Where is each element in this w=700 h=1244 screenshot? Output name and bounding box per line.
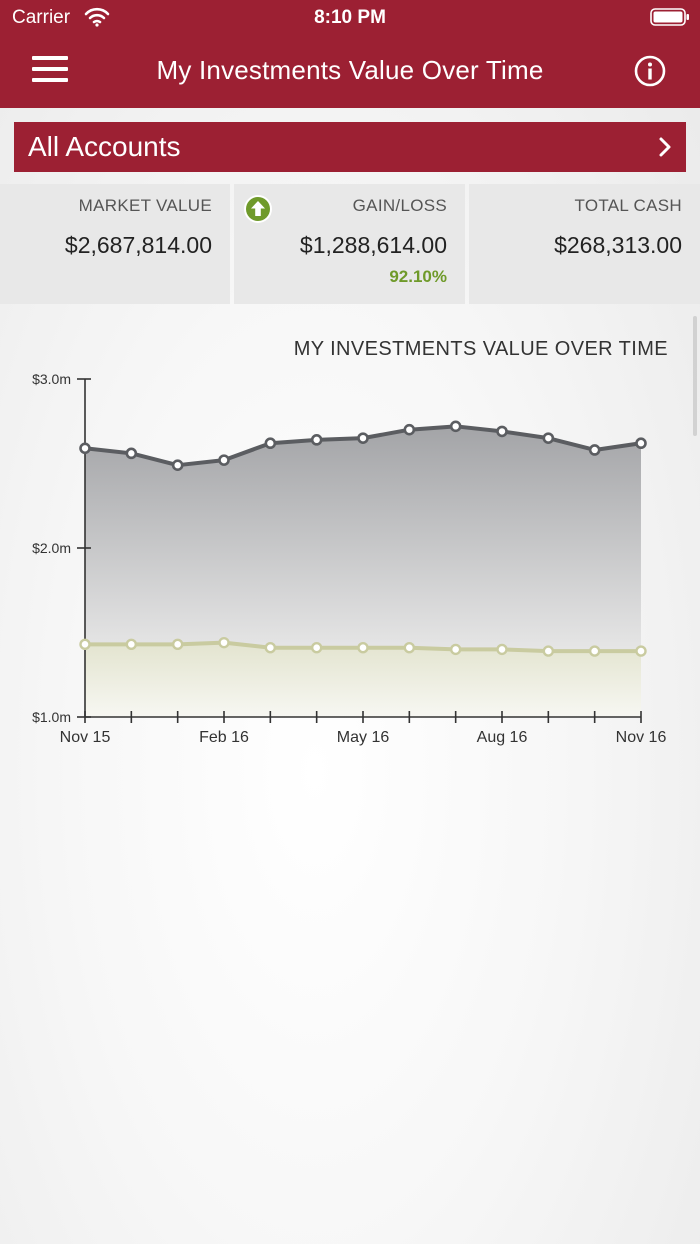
total-cash-amount: $268,313.00 [554,232,682,258]
series-1-point [403,423,416,436]
arrow-up-circle-icon [243,194,273,229]
series-2-area [85,642,641,717]
chart-title: MY INVESTMENTS VALUE OVER TIME [293,338,668,360]
series-2-point [264,642,277,654]
y-tick-label: $3.0m [32,371,71,387]
series-1-point [125,447,138,460]
series-2-point [403,642,416,654]
series-1-point [635,437,647,450]
status-bar: Carrier 8:10 PM [0,0,700,36]
series-1-point [171,459,184,471]
wifi-icon [84,7,110,32]
gain-loss-percent: 92.10% [389,267,447,286]
y-tick-label: $1.0m [32,709,71,725]
page-title: My Investments Value Over Time [156,55,544,85]
series-2-point [496,643,508,656]
gain-loss-amount: $1,288,614.00 [299,232,447,258]
series-2-point [171,638,184,651]
series-1-point [542,432,555,444]
chevron-right-icon [658,136,672,163]
x-tick-label: May 16 [337,729,390,746]
total-cash-label: TOTAL CASH [574,196,682,215]
series-1-point [218,454,230,466]
series-2-point [588,645,601,657]
battery-icon [650,8,690,26]
market-value-card: MARKET VALUE $2,687,814.00 [0,184,230,304]
series-1-point [310,434,323,446]
series-2-point [635,645,647,657]
nav-bar: My Investments Value Over Time [0,36,700,108]
chart-canvas: $1.0m $2.0m $3.0m Nov 15 Feb 16 May 16 Aug 16 N… [32,371,667,746]
x-tick-label: Nov 16 [616,729,667,746]
gain-loss-label: GAIN/LOSS [352,196,447,215]
series-1-point [449,420,462,433]
series-2-point [310,642,323,654]
total-cash-card: TOTAL CASH $268,313.00 [469,184,700,304]
carrier-label: Carrier [12,7,71,28]
app-header: Carrier 8:10 PM My Investments Value Ove… [0,0,700,108]
investments-chart: $1.0m $2.0m $3.0m Nov 15 Feb 16 May 16 Aug 16 N… [0,316,700,756]
x-tick-label: Feb 16 [199,729,249,746]
hamburger-menu-icon[interactable] [32,56,68,86]
series-2-point [449,643,462,656]
status-time: 8:10 PM [314,7,386,28]
series-2-point [79,638,91,651]
market-value-amount: $2,687,814.00 [64,232,212,258]
series-1-area [85,426,641,652]
info-icon[interactable] [634,55,666,87]
series-1-point [357,432,369,444]
series-2-point [357,642,369,654]
accounts-label: All Accounts [28,131,181,162]
series-1-point [496,425,508,438]
market-value-label: MARKET VALUE [78,196,212,215]
series-2-point [125,638,138,651]
series-1-point [79,442,91,455]
scrollbar[interactable] [693,316,697,436]
accounts-selector[interactable]: All Accounts [14,122,686,172]
gain-loss-card: GAIN/LOSS $1,288,614.00 92.10% [234,184,465,304]
series-2-point [542,645,555,657]
summary-cards: MARKET VALUE $2,687,814.00 GAIN/LOSS $1,… [0,184,700,304]
series-1-point [588,444,601,456]
x-tick-label: Aug 16 [477,729,528,746]
x-tick-label: Nov 15 [60,729,111,746]
y-tick-label: $2.0m [32,540,71,556]
series-2-point [218,636,230,649]
series-1-point [264,437,277,450]
